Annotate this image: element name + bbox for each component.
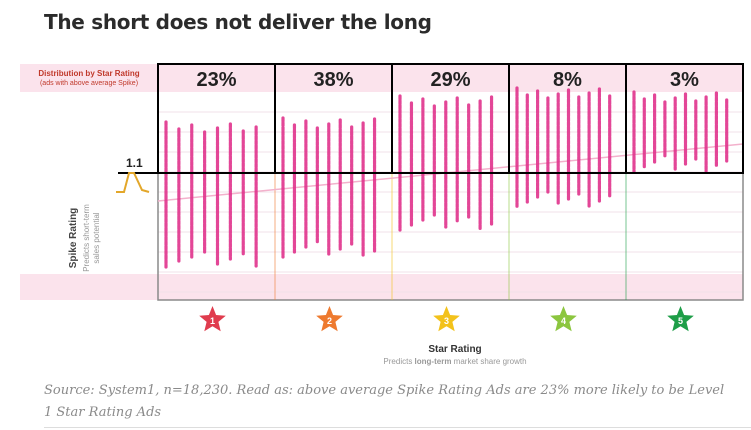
threshold-label: 1.1 (126, 156, 143, 170)
star-icon (199, 306, 226, 332)
y-axis-sublabel-2: sales potential (92, 212, 101, 263)
star-rating-label: 4 (561, 316, 566, 326)
star-icon (550, 306, 577, 332)
y-axis-label-group: Spike Rating Predicts short-term sales p… (68, 204, 101, 272)
page-title: The short does not deliver the long (44, 10, 432, 34)
distribution-pct-label: 23% (196, 69, 236, 91)
chart-svg: Distribution by Star Rating (ads with ab… (20, 63, 744, 366)
star-rating-label: 3 (444, 316, 449, 326)
bottom-band (20, 274, 743, 300)
star-icon (316, 306, 343, 332)
divider (44, 427, 751, 428)
y-axis-label: Spike Rating (68, 208, 79, 269)
spike-icon (116, 172, 150, 193)
star-icon (667, 306, 694, 332)
distribution-pct-label: 29% (430, 69, 470, 91)
spike-vs-star-chart: Distribution by Star Rating (ads with ab… (20, 52, 750, 372)
source-caption: Source: System1, n=18,230. Read as: abov… (44, 383, 725, 420)
distribution-boxes (118, 63, 744, 174)
x-axis-sublabel: Predicts long-term market share growth (383, 357, 526, 366)
scatter-points (164, 86, 729, 269)
panel-title: Distribution by Star Rating (38, 69, 139, 78)
star-rating-label: 1 (210, 316, 215, 326)
distribution-pct-label: 38% (313, 69, 353, 91)
distribution-pct-label: 3% (670, 69, 699, 91)
header-band (20, 64, 743, 92)
panel-subtitle: (ads with above average Spike) (40, 80, 138, 87)
star-icon (433, 306, 460, 332)
star-rating-label: 5 (678, 316, 683, 326)
distribution-box (625, 63, 744, 174)
star-rating-label: 2 (327, 316, 332, 326)
star-rating-icons: 1 2 3 4 5 (199, 306, 694, 332)
distribution-pct-label: 8% (553, 69, 582, 91)
y-axis-sublabel-1: Predicts short-term (82, 204, 91, 272)
distribution-labels: 23% 38% 29% 8% 3% (196, 69, 699, 91)
x-axis-label: Star Rating (428, 344, 481, 355)
